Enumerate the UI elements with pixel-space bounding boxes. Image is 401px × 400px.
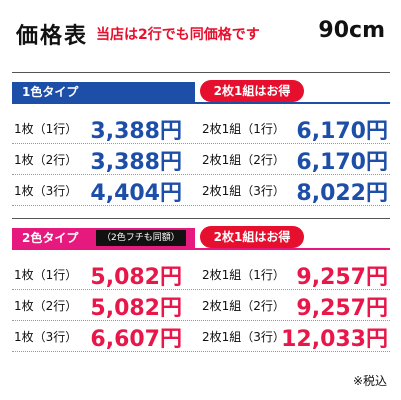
item-label: 1枚（2行） [14,299,78,313]
item-label: 1枚（3行） [14,184,78,198]
section-label: 1色タイプ [12,82,195,102]
price: 5,082円 [90,265,182,290]
item-label: 2枚1組（1行） [202,122,285,136]
price: 9,257円 [296,265,388,290]
price: 4,404円 [90,181,182,206]
item-label: 2枚1組（1行） [202,268,285,282]
price-row: 1枚（1行） 5,082円 2枚1組（1行） 9,257円 [12,258,390,290]
badge: 2枚1組はお得 [200,226,304,248]
note: 当店は2行でも同価格です [96,27,260,43]
item-label: 1枚（3行） [14,330,78,344]
title: 価格表 [16,24,89,49]
item-label: 2枚1組（2行） [202,153,285,167]
price-row: 1枚（2行） 3,388円 2枚1組（2行） 6,170円 [12,143,390,175]
price: 3,388円 [90,119,182,144]
price: 6,170円 [296,119,388,144]
item-label: 2枚1組（2行） [202,299,285,313]
price-row: 1枚（3行） 4,404円 2枚1組（3行） 8,022円 [12,174,390,206]
price-row: 1枚（1行） 3,388円 2枚1組（1行） 6,170円 [12,112,390,144]
item-label: 2枚1組（3行） [202,330,285,344]
section-bar [12,248,390,250]
badge: 2枚1組はお得 [200,80,304,102]
item-label: 1枚（2行） [14,153,78,167]
price: 6,170円 [296,150,388,175]
divider [12,72,390,73]
item-label: 1枚（1行） [14,268,78,282]
footnote: ※税込 [352,374,387,388]
section-bar [12,102,390,104]
size: 90cm [318,18,385,43]
price: 12,033円 [281,327,388,352]
price: 8,022円 [296,181,388,206]
divider [12,218,390,219]
item-label: 1枚（1行） [14,122,78,136]
price: 3,388円 [90,150,182,175]
item-label: 2枚1組（3行） [202,184,285,198]
price: 6,607円 [90,327,182,352]
price: 9,257円 [296,296,388,321]
price-row: 1枚（2行） 5,082円 2枚1組（2行） 9,257円 [12,289,390,321]
price: 5,082円 [90,296,182,321]
price-row: 1枚（3行） 6,607円 2枚1組（3行） 12,033円 [12,320,390,352]
section-sublabel: （2色フチも同額） [96,230,186,246]
